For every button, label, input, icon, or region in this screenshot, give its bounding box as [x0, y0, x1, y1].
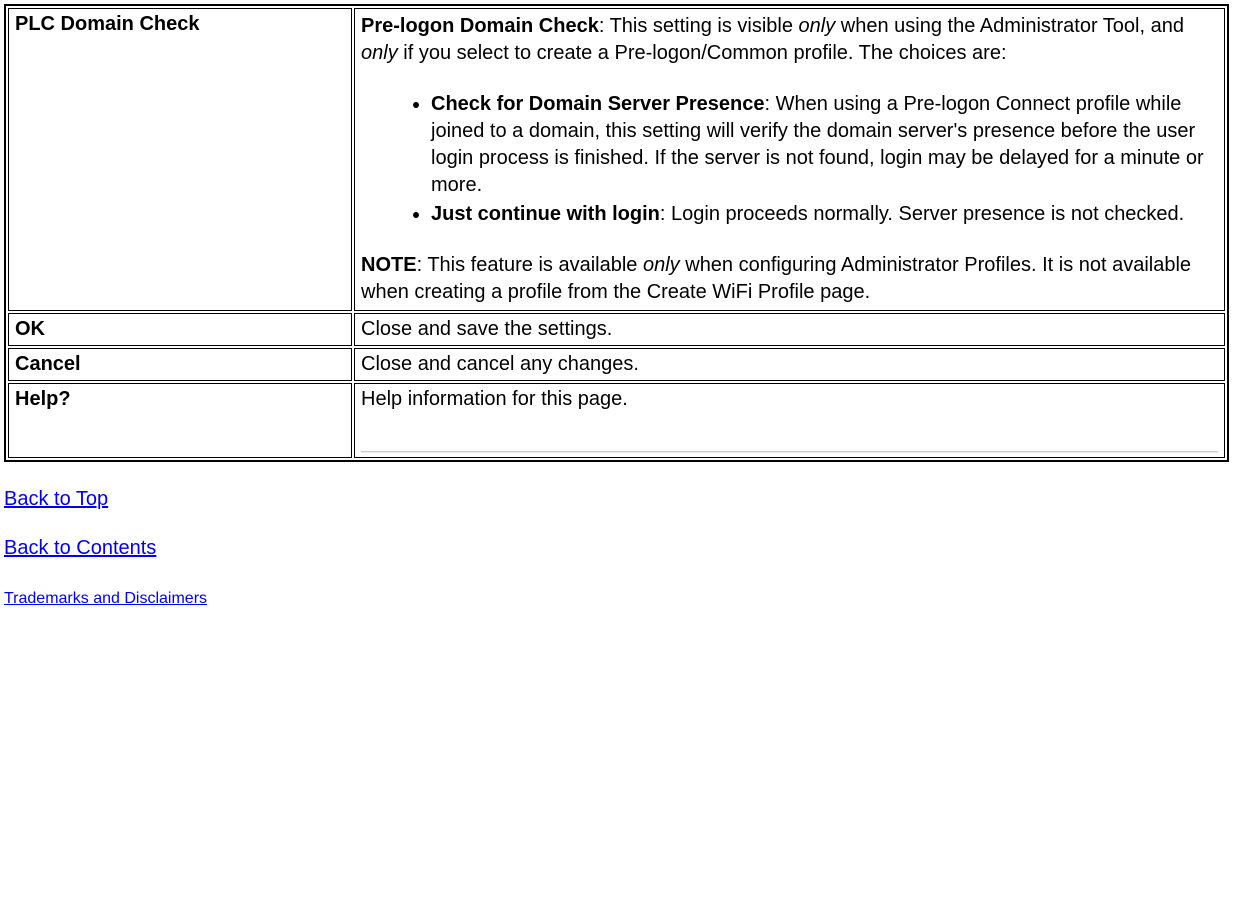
plc-intro-after: if you select to create a Pre-logon/Comm…: [398, 42, 1007, 64]
table-row: PLC Domain Check Pre-logon Domain Check:…: [8, 8, 1225, 311]
row-desc-cancel: Close and cancel any changes.: [354, 348, 1225, 381]
back-to-top-wrap: Back to Top: [4, 488, 1229, 511]
back-to-contents-link[interactable]: Back to Contents: [4, 537, 156, 559]
table-row: Help? Help information for this page.: [8, 383, 1225, 458]
bullet-text-1: : Login proceeds normally. Server presen…: [660, 203, 1184, 225]
settings-table: PLC Domain Check Pre-logon Domain Check:…: [4, 4, 1229, 462]
row-desc-plc: Pre-logon Domain Check: This setting is …: [354, 8, 1225, 311]
help-divider: [361, 451, 1218, 453]
note-before: : This feature is available: [417, 254, 643, 276]
plc-note: NOTE: This feature is available only whe…: [361, 252, 1218, 306]
table-row: Cancel Close and cancel any changes.: [8, 348, 1225, 381]
back-to-contents-wrap: Back to Contents: [4, 537, 1229, 560]
list-item: Check for Domain Server Presence: When u…: [431, 91, 1218, 199]
note-only: only: [643, 254, 680, 276]
row-label-help: Help?: [8, 383, 352, 458]
trademarks-wrap: Trademarks and Disclaimers: [4, 586, 1229, 609]
help-text: Help information for this page.: [361, 388, 628, 410]
row-desc-ok: Close and save the settings.: [354, 313, 1225, 346]
table-row: OK Close and save the settings.: [8, 313, 1225, 346]
bullet-title-0: Check for Domain Server Presence: [431, 93, 765, 115]
plc-intro-mid: when using the Administrator Tool, and: [835, 15, 1184, 37]
plc-intro-only1: only: [799, 15, 836, 37]
row-desc-help: Help information for this page.: [354, 383, 1225, 458]
back-to-top-link[interactable]: Back to Top: [4, 488, 108, 510]
row-label-plc: PLC Domain Check: [8, 8, 352, 311]
plc-intro: Pre-logon Domain Check: This setting is …: [361, 13, 1218, 67]
plc-intro-title: Pre-logon Domain Check: [361, 15, 599, 37]
list-item: Just continue with login: Login proceeds…: [431, 201, 1218, 228]
bullet-title-1: Just continue with login: [431, 203, 660, 225]
trademarks-link[interactable]: Trademarks and Disclaimers: [4, 590, 207, 607]
row-label-ok: OK: [8, 313, 352, 346]
plc-bullet-list: Check for Domain Server Presence: When u…: [361, 91, 1218, 228]
plc-intro-t1: : This setting is visible: [599, 15, 799, 37]
note-label: NOTE: [361, 254, 417, 276]
plc-intro-only2: only: [361, 42, 398, 64]
row-label-cancel: Cancel: [8, 348, 352, 381]
